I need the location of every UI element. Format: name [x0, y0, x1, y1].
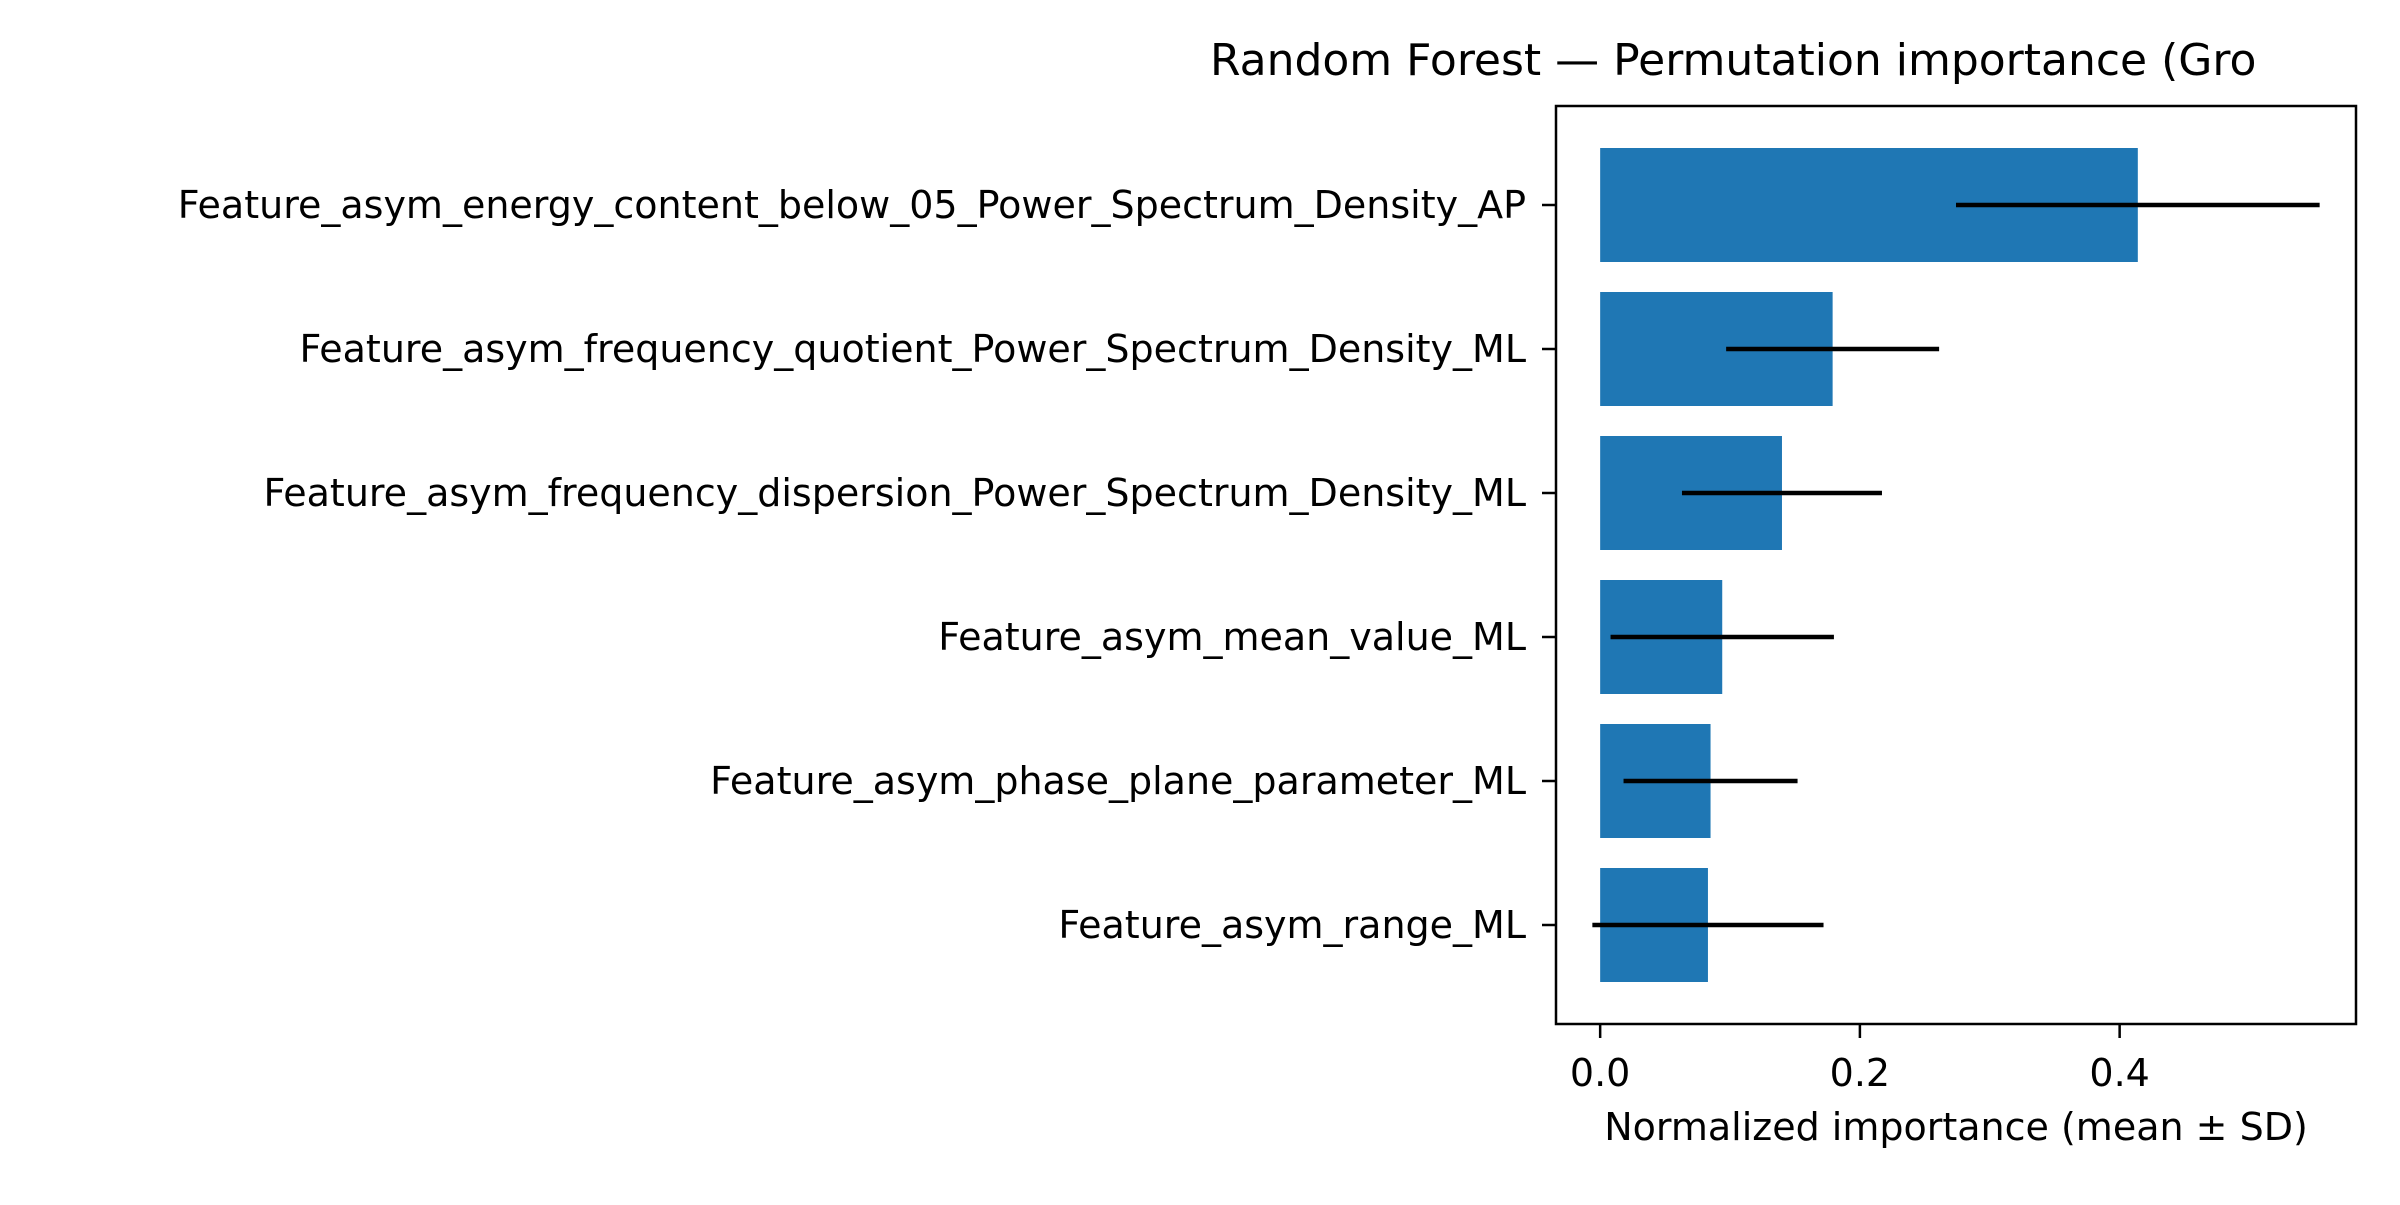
y-tick-label-3: Feature_asym_frequency_dispersion_Power_…	[263, 471, 1526, 515]
y-tick-label-2: Feature_asym_frequency_quotient_Power_Sp…	[299, 327, 1526, 371]
x-tick-label-1: 0.0	[1570, 1051, 1630, 1095]
plot-frame	[1554, 104, 2358, 1026]
y-tick-label-6: Feature_asym_range_ML	[1058, 903, 1526, 947]
chart-title: Random Forest — Permutation importance (…	[1210, 35, 2256, 86]
x-tick-label-2: 0.2	[1830, 1051, 1890, 1095]
x-axis: 0.0 0.2 0.4	[1570, 1024, 2150, 1095]
y-tick-label-4: Feature_asym_mean_value_ML	[938, 615, 1526, 659]
y-axis: Feature_asym_energy_content_below_05_Pow…	[178, 183, 1556, 947]
y-tick-label-1: Feature_asym_energy_content_below_05_Pow…	[178, 183, 1526, 227]
y-tick-label-5: Feature_asym_phase_plane_parameter_ML	[710, 759, 1526, 803]
bars-layer	[1600, 148, 2138, 982]
x-axis-label: Normalized importance (mean ± SD)	[1604, 1105, 2308, 1149]
x-tick-label-3: 0.4	[2089, 1051, 2149, 1095]
error-bars-layer	[1592, 202, 2320, 928]
